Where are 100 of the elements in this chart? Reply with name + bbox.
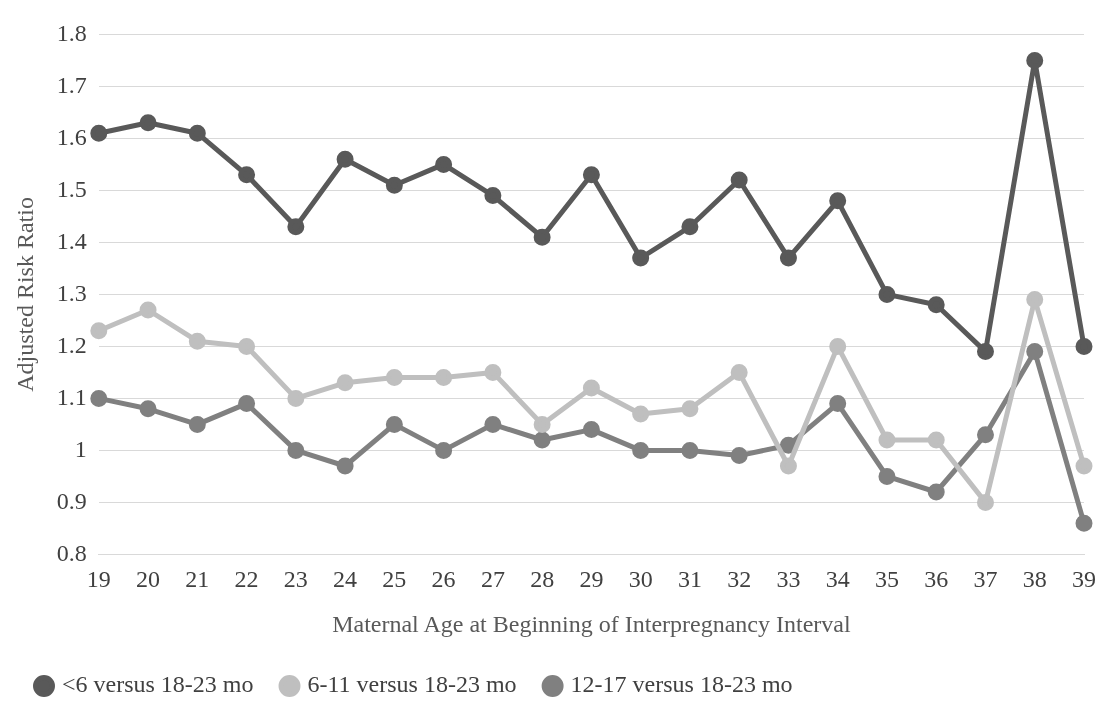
point (287, 441, 305, 459)
x-tick-label: 29 (579, 566, 604, 593)
point (1075, 457, 1093, 475)
x-tick-label: 27 (480, 566, 505, 593)
point (188, 332, 206, 350)
point (90, 124, 108, 142)
point (1075, 514, 1093, 532)
point (632, 441, 650, 459)
point (336, 457, 354, 475)
point (829, 395, 847, 413)
point (878, 467, 896, 485)
point (582, 421, 600, 439)
point (976, 426, 994, 444)
point (435, 369, 453, 387)
y-tick-label: 1.5 (56, 175, 87, 202)
point (188, 124, 206, 142)
point (582, 379, 600, 397)
point (927, 296, 945, 314)
y-axis-title: Adjusted Risk Ratio (11, 197, 38, 392)
y-tick-label: 1.4 (56, 227, 87, 254)
x-tick-label: 34 (825, 566, 850, 593)
point (435, 155, 453, 173)
legend-label: 12-17 versus 18-23 mo (570, 671, 793, 698)
x-tick-label: 21 (185, 566, 210, 593)
point (681, 218, 699, 236)
x-tick-label: 39 (1072, 566, 1096, 593)
point (533, 228, 551, 246)
x-tick-label: 30 (628, 566, 653, 593)
point (1026, 343, 1044, 361)
y-tick-label: 1.8 (56, 19, 87, 46)
x-tick-label: 38 (1022, 566, 1047, 593)
point (829, 337, 847, 355)
point (139, 400, 157, 418)
point (484, 415, 502, 433)
point (533, 431, 551, 449)
point (336, 150, 354, 168)
point (90, 322, 108, 340)
point (927, 431, 945, 449)
point (385, 176, 403, 194)
x-tick-label: 19 (86, 566, 111, 593)
point (435, 441, 453, 459)
point (90, 389, 108, 407)
x-tick-label: 35 (874, 566, 899, 593)
point (238, 337, 256, 355)
point (336, 374, 354, 392)
point (976, 343, 994, 361)
point (287, 389, 305, 407)
point (238, 395, 256, 413)
y-tick-label: 0.8 (56, 539, 87, 566)
point (484, 187, 502, 205)
point (878, 431, 896, 449)
point (730, 171, 748, 189)
point (730, 363, 748, 381)
y-tick-label: 1.2 (56, 331, 87, 358)
point (139, 301, 157, 319)
point (927, 483, 945, 501)
x-tick-label: 28 (530, 566, 555, 593)
y-tick-label: 1.3 (56, 279, 87, 306)
y-tick-label: 1.6 (56, 123, 87, 150)
x-tick-label: 20 (136, 566, 161, 593)
point (681, 441, 699, 459)
point (681, 400, 699, 418)
x-tick-label: 24 (333, 566, 358, 593)
x-tick-label: 23 (283, 566, 308, 593)
legend-label: <6 versus 18-23 mo (62, 671, 254, 698)
x-tick-label: 26 (431, 566, 456, 593)
x-tick-label: 33 (776, 566, 801, 593)
y-tick-label: 1.1 (56, 383, 87, 410)
x-axis-title: Maternal Age at Beginning of Interpregnancy Interval (332, 610, 851, 637)
point (730, 447, 748, 465)
x-tick-label: 25 (382, 566, 407, 593)
y-tick-label: 1 (74, 435, 87, 462)
point (632, 249, 650, 267)
point (582, 166, 600, 184)
x-tick-label: 37 (973, 566, 998, 593)
x-tick-label: 31 (677, 566, 702, 593)
point (533, 415, 551, 433)
point (779, 249, 797, 267)
x-tick-label: 22 (234, 566, 259, 593)
point (238, 166, 256, 184)
point (287, 218, 305, 236)
point (484, 363, 502, 381)
point (385, 415, 403, 433)
point (1026, 291, 1044, 309)
point (829, 192, 847, 210)
legend-label: 6-11 versus 18-23 mo (307, 671, 517, 698)
point (1075, 337, 1093, 355)
point (1026, 51, 1044, 69)
point (632, 405, 650, 423)
y-tick-label: 0.9 (56, 487, 87, 514)
point (779, 457, 797, 475)
point (139, 114, 157, 132)
point (878, 285, 896, 303)
point (779, 436, 797, 454)
x-tick-label: 36 (924, 566, 949, 593)
point (385, 369, 403, 387)
point (188, 415, 206, 433)
x-tick-label: 32 (727, 566, 752, 593)
point (976, 493, 994, 511)
y-tick-label: 1.7 (56, 71, 87, 98)
